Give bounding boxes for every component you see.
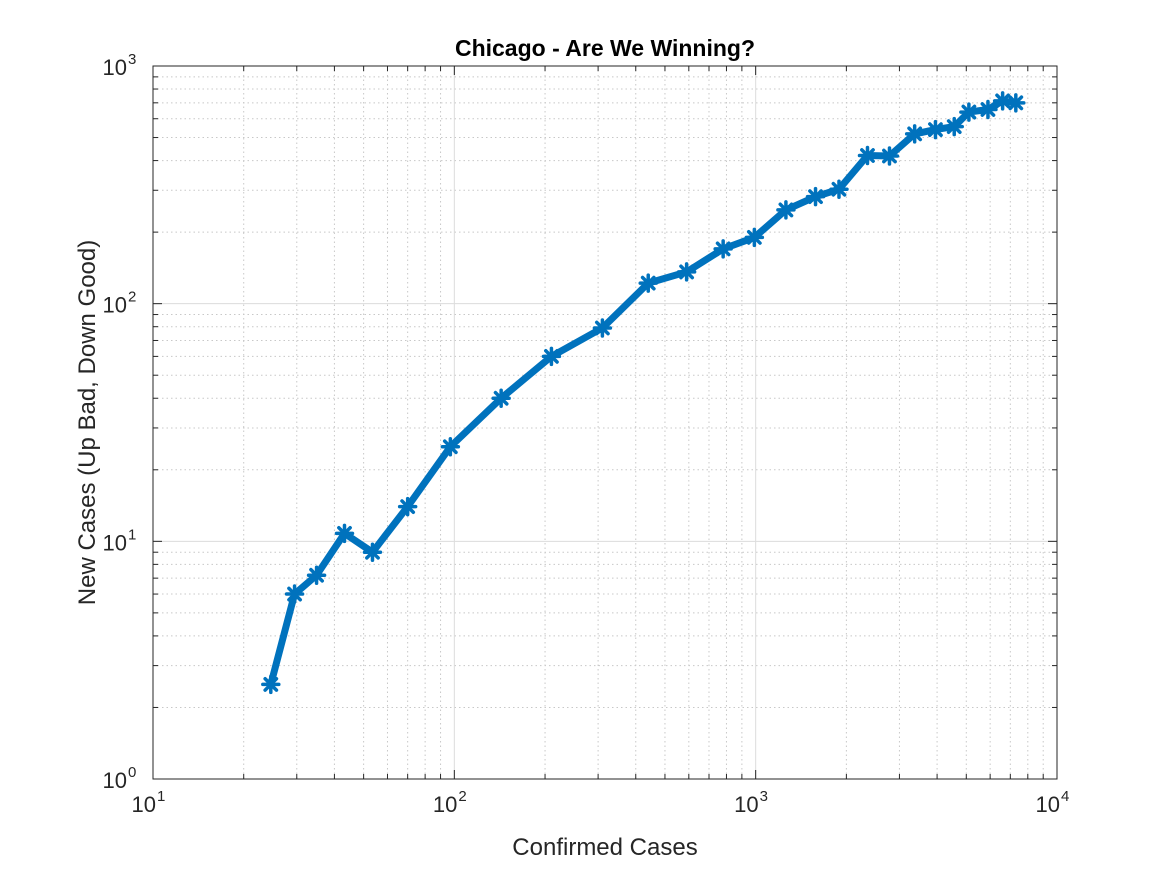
y-tick-exponent: 1 xyxy=(128,526,136,543)
data-point xyxy=(944,116,964,137)
data-point xyxy=(284,584,305,604)
x-tick-exponent: 1 xyxy=(157,788,165,805)
x-tick-label: 10 xyxy=(734,792,758,817)
data-point xyxy=(638,273,658,293)
data-point xyxy=(879,146,900,166)
data-point xyxy=(959,102,979,122)
plot-area-frame xyxy=(152,65,1058,780)
data-point xyxy=(362,542,383,562)
grid-minor-lines xyxy=(153,66,1057,779)
data-point xyxy=(440,437,461,457)
data-point xyxy=(541,346,562,367)
y-tick-label: 10 xyxy=(103,768,127,793)
x-axis-label: Confirmed Cases xyxy=(512,834,697,861)
x-tick-exponent: 4 xyxy=(1061,788,1069,805)
data-point xyxy=(592,318,613,338)
y-tick-exponent: 0 xyxy=(128,764,136,781)
chart-title: Chicago - Are We Winning? xyxy=(455,35,755,61)
tick-labels: 10 1 10 2 10 3 10 410 010 110 210 3 xyxy=(103,51,1070,817)
y-axis-label: New Cases (Up Bad, Down Good) xyxy=(74,240,101,605)
y-tick-exponent: 3 xyxy=(128,51,136,68)
data-point xyxy=(397,496,418,517)
data-point xyxy=(1006,93,1026,113)
data-point xyxy=(334,523,355,544)
x-tick-exponent: 3 xyxy=(760,788,768,805)
data-point xyxy=(261,674,281,695)
series-line xyxy=(267,97,1020,688)
data-point xyxy=(925,119,946,140)
data-point xyxy=(306,565,327,585)
data-point xyxy=(676,262,697,282)
y-tick-label: 10 xyxy=(103,293,127,318)
data-point xyxy=(857,145,878,166)
data-point xyxy=(829,179,849,199)
x-tick-exponent: 2 xyxy=(458,788,466,805)
axis-ticks xyxy=(152,65,1058,780)
y-tick-label: 10 xyxy=(103,55,127,80)
x-tick-label: 10 xyxy=(1036,792,1060,817)
data-point xyxy=(713,239,733,259)
y-tick-label: 10 xyxy=(103,530,127,555)
grid-major-lines xyxy=(152,65,1058,780)
data-point xyxy=(491,388,511,408)
data-point xyxy=(978,99,998,120)
series-layer xyxy=(261,91,1026,695)
data-point xyxy=(744,227,765,248)
data-point xyxy=(776,200,796,220)
data-point xyxy=(805,186,826,207)
x-tick-label: 10 xyxy=(132,792,156,817)
data-point xyxy=(992,91,1013,111)
x-tick-label: 10 xyxy=(433,792,457,817)
y-tick-exponent: 2 xyxy=(128,289,136,306)
data-point xyxy=(904,124,925,144)
